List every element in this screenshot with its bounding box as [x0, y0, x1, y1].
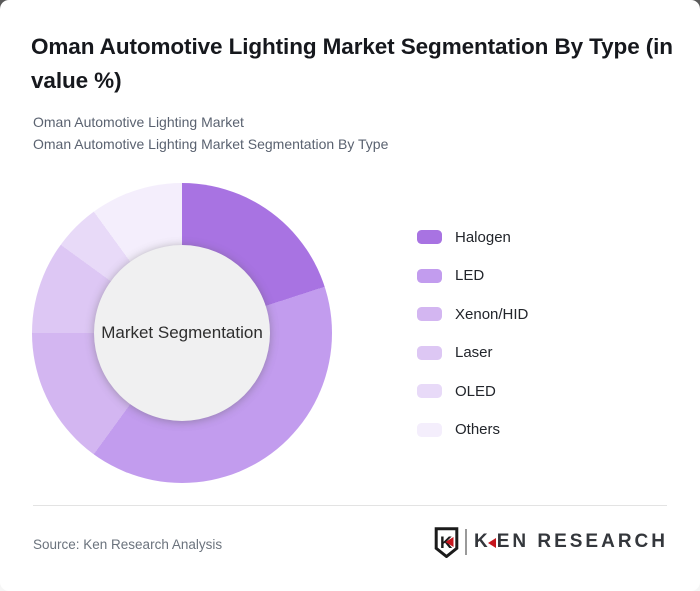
logo-wordmark: K EN RESEARCH	[474, 531, 668, 553]
legend-item-halogen[interactable]: Halogen	[417, 228, 528, 246]
legend-label: Laser	[455, 344, 493, 361]
footer-divider	[33, 505, 667, 506]
legend-swatch-xenon-hid	[417, 307, 442, 321]
legend-item-others[interactable]: Others	[417, 421, 528, 438]
logo-wordmark-rest: EN RESEARCH	[496, 531, 668, 552]
logo-divider	[464, 529, 467, 555]
legend-item-xenon-hid[interactable]: Xenon/HID	[417, 305, 529, 323]
page-title: Oman Automotive Lighting Market Segmenta…	[31, 34, 673, 93]
legend-item-led[interactable]: LED	[417, 267, 528, 284]
legend-label: Xenon/HID	[455, 305, 529, 323]
subtitle-segmentation: Oman Automotive Lighting Market Segmenta…	[33, 135, 389, 152]
legend-swatch-laser	[417, 345, 442, 360]
logo-wordmark-k: K	[473, 531, 491, 552]
donut-chart[interactable]: Market Segmentation	[32, 183, 332, 483]
legend-item-oled[interactable]: OLED	[417, 382, 528, 400]
legend-label: Halogen	[455, 228, 511, 246]
legend-swatch-halogen	[417, 230, 442, 244]
ken-research-logo: K K EN RESEARCH	[434, 526, 668, 558]
source-text: Source: Ken Research Analysis	[33, 537, 223, 552]
legend-swatch-oled	[417, 384, 442, 398]
chart-legend: Halogen LED Xenon/HID Laser OLED Others	[417, 229, 528, 438]
subtitle-market: Oman Automotive Lighting Market	[33, 114, 244, 130]
legend-label: OLED	[455, 382, 496, 400]
donut-center-label: Market Segmentation	[101, 323, 263, 342]
legend-swatch-led	[417, 268, 442, 283]
red-triangle-icon	[487, 537, 496, 548]
legend-swatch-others	[417, 422, 442, 437]
shield-k-icon: K	[434, 526, 459, 558]
legend-label: Others	[455, 421, 501, 438]
donut-center: Market Segmentation	[94, 245, 270, 421]
legend-item-laser[interactable]: Laser	[417, 344, 528, 361]
legend-label: LED	[455, 267, 485, 284]
chart-subtitles: Oman Automotive Lighting Market Oman Aut…	[33, 112, 388, 155]
